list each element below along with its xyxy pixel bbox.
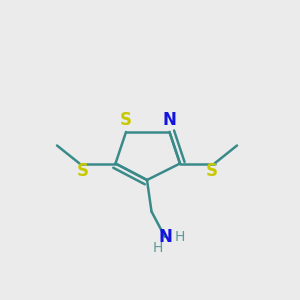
Text: H: H <box>175 230 185 244</box>
Text: N: N <box>163 111 176 129</box>
Text: H: H <box>152 241 163 254</box>
Text: S: S <box>206 162 218 180</box>
Text: S: S <box>120 111 132 129</box>
Text: S: S <box>76 162 88 180</box>
Text: N: N <box>158 228 172 246</box>
